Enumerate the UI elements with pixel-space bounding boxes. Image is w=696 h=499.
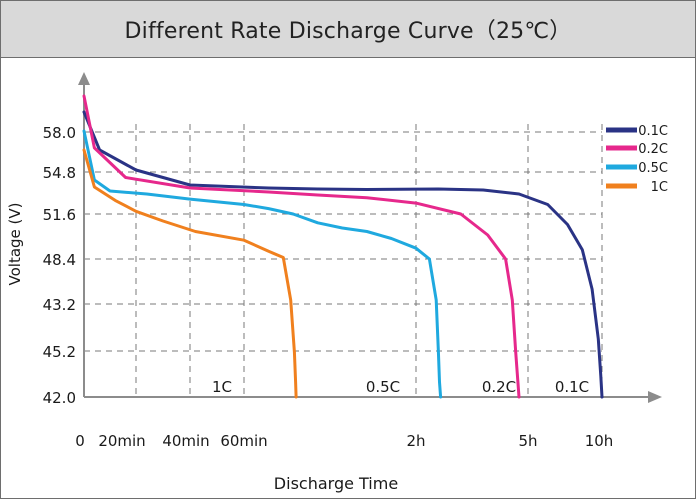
x-tick-labels: 0 20min 40min 60min 2h 5h 10h [75, 432, 613, 450]
y-tick-label: 48.4 [43, 251, 76, 269]
x-tick-label: 40min [162, 432, 209, 450]
y-tick-label: 42.0 [43, 389, 76, 407]
grid [84, 124, 603, 397]
y-tick-label: 51.6 [43, 206, 76, 224]
chart-title: Different Rate Discharge Curve（25℃） [124, 19, 572, 44]
y-axis-label: Voltage (V) [6, 203, 24, 286]
x-axis-arrow [648, 391, 662, 403]
curve-end-labels: 1C 0.5C 0.2C 0.1C [212, 378, 589, 396]
curve-end-label: 1C [212, 378, 232, 396]
series-line [82, 129, 443, 399]
x-axis-label: Discharge Time [274, 474, 398, 493]
x-tick-label: 5h [518, 432, 537, 450]
curve-end-label: 0.1C [555, 378, 589, 396]
series-line [82, 94, 521, 399]
legend-label: 1C [651, 180, 668, 195]
y-tick-label: 58.0 [43, 124, 76, 142]
curves [82, 94, 604, 399]
chart-title-bar: Different Rate Discharge Curve（25℃） [1, 1, 695, 58]
y-tick-label: 43.2 [43, 296, 76, 314]
y-tick-label: 54.8 [43, 164, 76, 182]
x-tick-label: 0 [75, 432, 85, 450]
series-line [82, 110, 604, 399]
series-line [82, 148, 298, 399]
y-tick-label: 45.2 [43, 343, 76, 361]
curve-end-label: 0.5C [366, 378, 400, 396]
legend-label: 0.1C [638, 124, 668, 139]
x-tick-label: 20min [98, 432, 145, 450]
x-tick-label: 2h [406, 432, 425, 450]
x-tick-label: 60min [220, 432, 267, 450]
x-tick-label: 10h [585, 432, 614, 450]
curve-end-label: 0.2C [482, 378, 516, 396]
legend: 0.1C 0.2C 0.5C 1C [606, 124, 668, 195]
y-axis-arrow [78, 72, 90, 85]
y-tick-labels: 58.0 54.8 51.6 48.4 43.2 45.2 42.0 [43, 124, 76, 407]
legend-label: 0.5C [638, 161, 668, 176]
legend-label: 0.2C [638, 142, 668, 157]
